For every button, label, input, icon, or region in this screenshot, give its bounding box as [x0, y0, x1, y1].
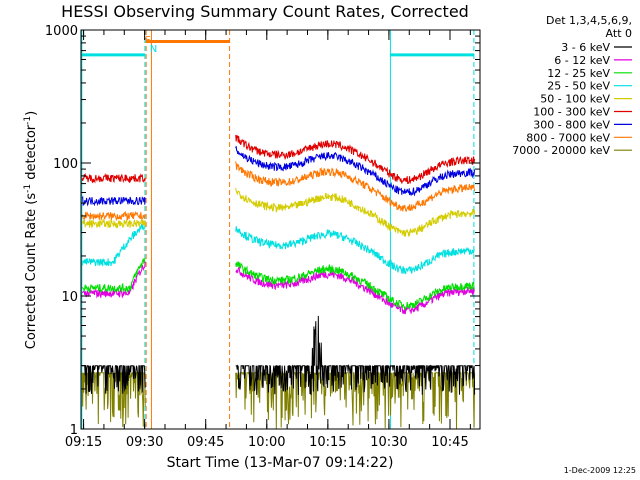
series-line — [81, 172, 146, 184]
y-axis-label: Corrected Count Rate (s-1 detector-1) — [23, 111, 39, 349]
series-line — [235, 315, 476, 396]
annotation-s: S — [145, 35, 151, 46]
chart-title: HESSI Observing Summary Count Rates, Cor… — [61, 2, 469, 21]
legend-label: 3 - 6 keV — [561, 41, 610, 54]
series-line — [81, 257, 146, 294]
series-line — [235, 134, 476, 184]
series-line — [81, 217, 146, 229]
legend-label: 800 - 7000 keV — [526, 131, 610, 144]
x-tick-label: 09:30 — [126, 435, 163, 450]
series-line — [235, 265, 476, 315]
y-tick-label: 1000 — [45, 24, 78, 39]
series-100-300-kev — [81, 134, 476, 184]
x-tick-label: 10:15 — [309, 435, 346, 450]
x-tick-label: 10:45 — [431, 435, 468, 450]
x-tick-label: 10:30 — [370, 435, 407, 450]
series-line — [235, 260, 475, 311]
series-800-7000-kev — [82, 161, 476, 222]
series-300-800-kev — [81, 146, 476, 207]
legend-label: 6 - 12 keV — [554, 54, 610, 67]
x-tick-label: 09:15 — [65, 435, 102, 450]
legend-label: 50 - 100 keV — [540, 93, 610, 106]
series-line — [235, 188, 476, 237]
annotation-n: N — [150, 44, 157, 55]
y-tick-label: 10 — [61, 290, 78, 305]
legend-label: 300 - 800 keV — [533, 118, 610, 131]
series-7000-20000-kev — [81, 370, 476, 429]
series-6-12-kev — [81, 261, 476, 315]
legend-label: 12 - 25 keV — [547, 67, 610, 80]
legend-header-line-1: Det 1,3,4,5,6,9, — [546, 14, 632, 27]
legend-header-line-2: Att 0 — [606, 27, 632, 40]
series-50-100-kev — [81, 188, 476, 237]
series-line — [81, 195, 146, 207]
series-25-50-kev — [81, 220, 475, 275]
series-line — [82, 210, 146, 222]
x-tick-label: 10:00 — [248, 435, 285, 450]
legend-label: 7000 - 20000 keV — [512, 144, 610, 157]
series-line — [235, 226, 475, 275]
footer-timestamp: 1-Dec-2009 12:25 — [564, 466, 636, 475]
series-line — [81, 365, 146, 394]
series-line — [235, 146, 476, 197]
x-axis-label: Start Time (13-Mar-07 09:14:22) — [167, 455, 394, 471]
y-tick-label: 100 — [53, 157, 78, 172]
series-line — [81, 220, 146, 267]
plot-frame — [80, 29, 481, 430]
series-3-6-kev — [81, 315, 476, 396]
series-12-25-kev — [81, 257, 475, 311]
x-tick-label: 09:45 — [187, 435, 224, 450]
series-line — [235, 161, 476, 213]
y-tick-label: 1 — [70, 423, 78, 438]
series-line — [81, 261, 146, 299]
legend-label: 25 - 50 keV — [547, 80, 610, 93]
legend-label: 100 - 300 keV — [533, 106, 610, 119]
